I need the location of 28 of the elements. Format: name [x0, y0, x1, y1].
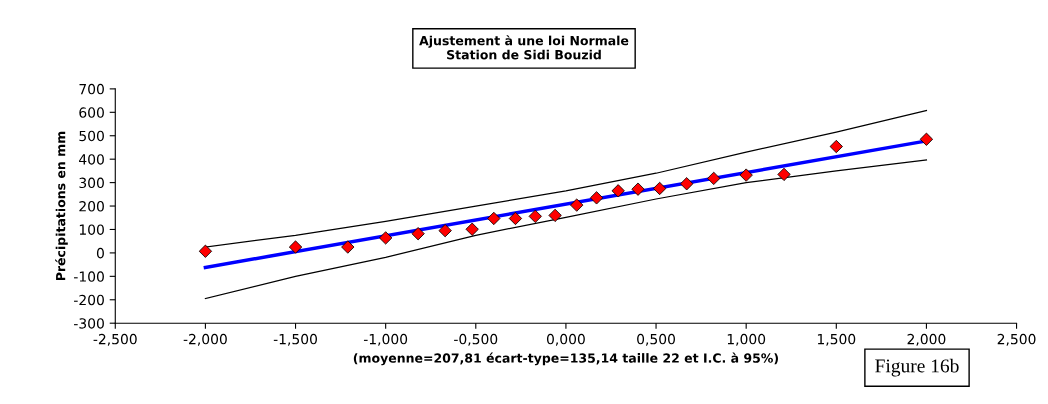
caption: Figure 16b [875, 358, 959, 377]
y-tick-label: 600 [79, 107, 104, 118]
x-axis-title: (moyenne=207,81 écart-type=135,14 taille 22 et I.C. à 95%) [353, 352, 778, 366]
x-tick-label: 0,000 [546, 333, 585, 346]
line-series [204, 159, 928, 300]
y-tick-label: -300 [74, 318, 104, 329]
x-tick-label: 1,000 [727, 333, 766, 346]
chart-title: Ajustement à une loi Normale Station de Sidi Bouzid [419, 35, 629, 60]
y-tick-label: 100 [79, 224, 104, 235]
y-tick-label: 300 [79, 177, 104, 189]
x-tick-label: -1,000 [363, 333, 408, 346]
x-tick-label: -0,500 [454, 333, 498, 346]
y-tick-label: 500 [79, 130, 104, 142]
y-tick-label: -100 [74, 271, 104, 282]
x-tick-label: 2,000 [907, 333, 946, 346]
x-tick-label: -2,000 [183, 333, 227, 346]
y-tick-label: 0 [96, 247, 104, 259]
point [631, 182, 645, 196]
y-tick-label: 200 [79, 201, 104, 212]
x-tick-label: -1,500 [273, 333, 317, 346]
y-tick-label: -200 [74, 294, 104, 306]
x-tick-label: 0,500 [637, 333, 676, 346]
y-tick-label: 400 [79, 154, 104, 165]
x-tick-label: 1,500 [817, 333, 856, 346]
x-tick-label: 2,500 [997, 333, 1036, 346]
y-axis-title: Précipitations en mm [55, 131, 68, 281]
y-tick-label: 700 [79, 83, 104, 95]
x-tick-label: -2,500 [93, 333, 137, 346]
